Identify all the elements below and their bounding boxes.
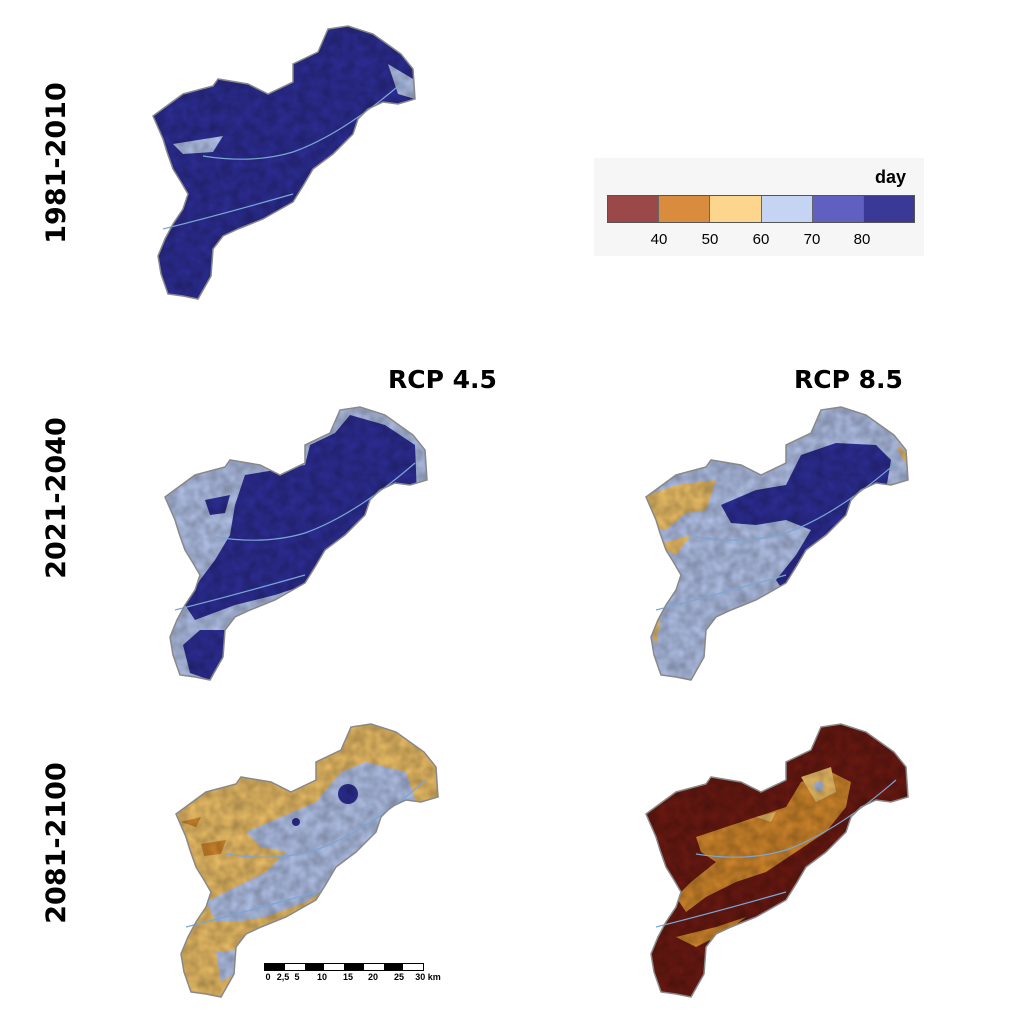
legend-tick: 70 [803, 231, 821, 248]
legend-tick: 80 [853, 231, 871, 248]
scale-label: 2,5 [276, 972, 290, 982]
period-label-1981-2010: 1981-2010 [41, 82, 72, 244]
legend-unit: day [874, 167, 906, 187]
scale-bar: 0 2,5 5 10 15 20 25 30 km [264, 963, 441, 985]
scenario-label-rcp85: RCP 8.5 [794, 365, 903, 394]
scenario-label-rcp45: RCP 4.5 [388, 365, 497, 394]
map-1981-2010 [143, 24, 428, 314]
legend-tick: 40 [650, 231, 668, 248]
legend-swatch [659, 196, 711, 222]
legend-swatch [863, 196, 915, 222]
map-2021-2040-rcp45 [155, 405, 440, 695]
legend-swatch [812, 196, 864, 222]
legend-swatch [761, 196, 813, 222]
period-label-2081-2100: 2081-2100 [41, 762, 72, 924]
legend-tick: 50 [701, 231, 719, 248]
legend-colorbar [607, 195, 915, 223]
map-2081-2100-rcp45 [166, 722, 451, 1012]
period-label-2021-2040: 2021-2040 [41, 417, 72, 579]
scale-label: 20 [367, 972, 379, 982]
legend-swatch [710, 196, 762, 222]
map-2021-2040-rcp85 [636, 405, 921, 695]
scale-label: 0 [265, 972, 271, 982]
scale-label: 15 [342, 972, 354, 982]
legend: day 40 50 60 70 80 [594, 158, 924, 256]
scale-label: 25 [393, 972, 405, 982]
scale-label: 5 [294, 972, 300, 982]
legend-tick: 60 [752, 231, 770, 248]
legend-swatch [608, 196, 660, 222]
scale-label: 30 km [415, 972, 441, 982]
map-2081-2100-rcp85 [636, 722, 921, 1012]
scale-label: 10 [316, 972, 328, 982]
